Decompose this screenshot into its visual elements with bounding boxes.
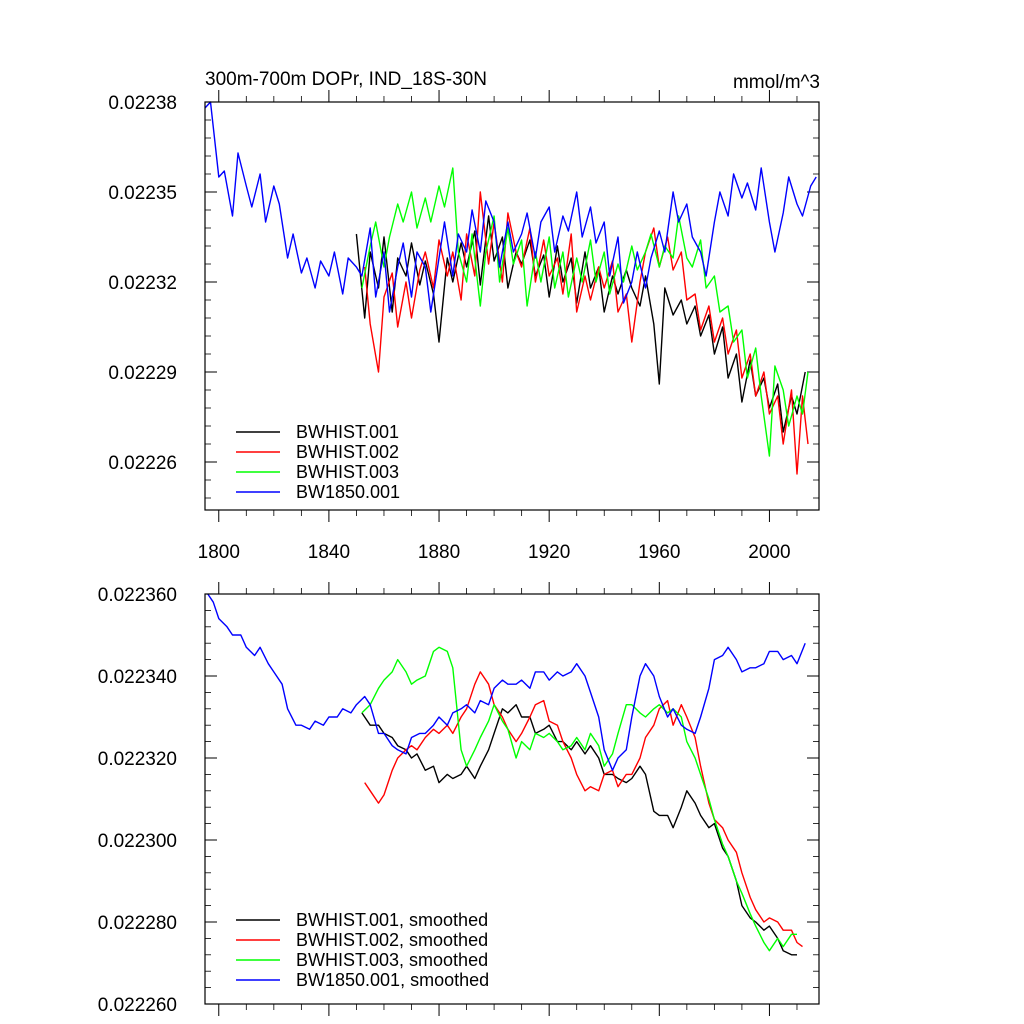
y-tick-label: 0.02238: [108, 93, 177, 114]
y-tick-label: 0.02232: [108, 273, 177, 294]
y-tick-label: 0.022340: [98, 667, 177, 688]
top-series-bw1850-001: [204, 101, 817, 313]
bottom-axes: 0.022360 0.022340 0.022320 0.022300 0.022280…: [98, 582, 819, 1016]
legend-label: BW1850.001: [296, 482, 400, 502]
legend-label: BWHIST.001, smoothed: [296, 910, 488, 930]
y-tick-label: 0.02226: [108, 453, 177, 474]
legend-label: BWHIST.001: [296, 422, 399, 442]
y-tick-label: 0.022360: [98, 585, 177, 606]
bottom-series-bwhist-001-smoothed: [361, 704, 797, 956]
x-tick-label: 1880: [418, 542, 460, 563]
legend-label: BWHIST.002, smoothed: [296, 930, 488, 950]
x-tick-label: 1800: [198, 542, 240, 563]
chart-units: mmol/m^3: [733, 72, 820, 93]
x-tick-label: 1840: [308, 542, 350, 563]
x-tick-label: 2000: [748, 542, 790, 563]
y-tick-label: 0.02235: [108, 183, 177, 204]
bottom-series-lines: [207, 593, 806, 956]
bottom-plot-frame: [204, 593, 820, 1005]
y-tick-label: 0.022280: [98, 913, 177, 934]
x-tick-label: 1960: [638, 542, 680, 563]
top-series-lines: [204, 101, 817, 475]
legend-label: BWHIST.003, smoothed: [296, 950, 488, 970]
y-tick-label: 0.022260: [98, 995, 177, 1016]
y-tick-label: 0.022320: [98, 749, 177, 770]
y-tick-label: 0.022300: [98, 831, 177, 852]
legend-label: BWHIST.003: [296, 462, 399, 482]
top-series-bwhist-003: [361, 167, 809, 457]
bottom-series-bw1850-001-smoothed: [207, 593, 806, 771]
legend-label: BW1850.001, smoothed: [296, 970, 489, 990]
bottom-panel: 0.022360 0.022340 0.022320 0.022300 0.022280…: [98, 582, 820, 1016]
top-axes: 0.02238 0.02235 0.02232 0.02229 0.02226 1800 1…: [108, 90, 819, 563]
top-panel: 300m-700m DOPr, IND_18S-30N mmol/m^3 0.0…: [108, 69, 820, 563]
bottom-series-bwhist-003-smoothed: [361, 646, 797, 952]
bottom-series-bwhist-002-smoothed: [364, 671, 803, 948]
top-plot-frame: [204, 101, 820, 511]
x-tick-label: 1920: [528, 542, 570, 563]
top-series-bwhist-001: [355, 215, 806, 433]
top-series-bwhist-002: [364, 191, 809, 475]
y-tick-label: 0.02229: [108, 363, 177, 384]
legend-label: BWHIST.002: [296, 442, 399, 462]
chart-title: 300m-700m DOPr, IND_18S-30N: [205, 69, 487, 90]
